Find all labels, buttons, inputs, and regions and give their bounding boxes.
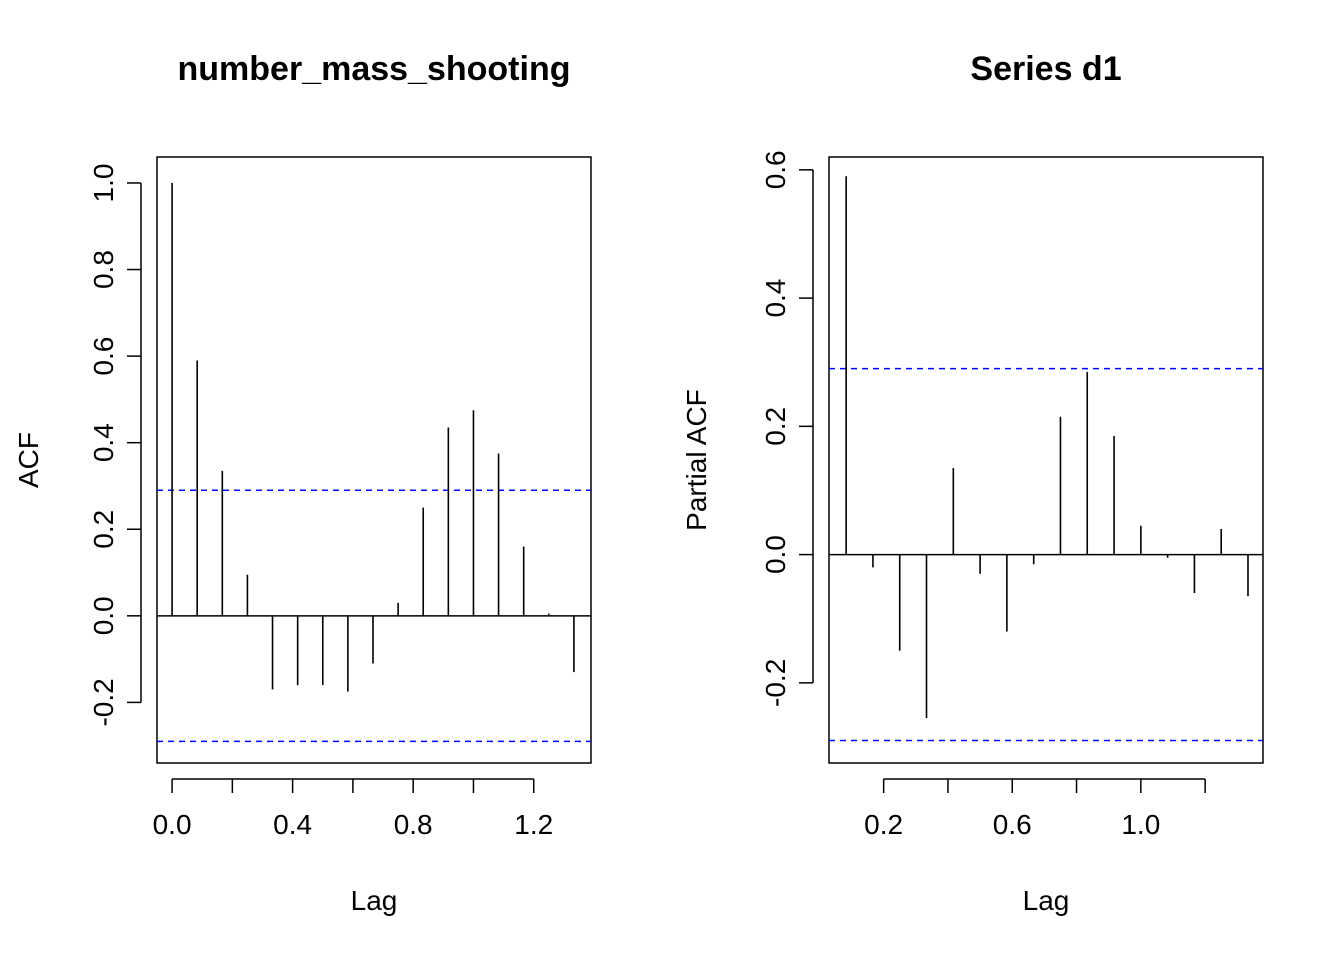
pacf-y-tick-label: 0.4 — [760, 279, 791, 318]
acf-panel: number_mass_shooting Lag ACF 0.0 0.4 0.8 1.… — [13, 50, 592, 916]
pacf-title: Series d1 — [970, 50, 1121, 88]
pacf-y-axis-label: Partial ACF — [681, 389, 712, 531]
acf-plot-frame — [156, 156, 592, 764]
acf-title: number_mass_shooting — [178, 50, 571, 88]
acf-x-tick-label: 0.0 — [153, 809, 192, 840]
acf-y-tick-label: 0.6 — [88, 337, 119, 376]
pacf-x-tick-label: 1.0 — [1121, 809, 1160, 840]
acf-y-axis-label: ACF — [13, 432, 44, 488]
acf-marks: 0.0 0.4 0.8 1.2 -0.2 0.0 0.2 0.4 0.6 0.8 1.0 — [88, 164, 591, 840]
pacf-y-tick-label: -0.2 — [760, 659, 791, 707]
acf-x-tick-label: 0.4 — [273, 809, 312, 840]
pacf-y-tick-label: 0.2 — [760, 407, 791, 446]
pacf-y-tick-label: 0.0 — [760, 535, 791, 574]
pacf-y-tick-label: 0.6 — [760, 150, 791, 189]
acf-y-tick-label: 0.4 — [88, 423, 119, 462]
acf-x-tick-label: 1.2 — [514, 809, 553, 840]
pacf-plot-frame — [828, 156, 1264, 764]
acf-y-tick-label: -0.2 — [88, 678, 119, 726]
acf-x-axis-label: Lag — [351, 885, 398, 916]
acf-x-tick-label: 0.8 — [394, 809, 433, 840]
acf-y-tick-label: 0.8 — [88, 250, 119, 289]
acf-y-tick-label: 1.0 — [88, 164, 119, 203]
acf-y-tick-label: 0.0 — [88, 596, 119, 635]
pacf-panel: Series d1 Lag Partial ACF 0.2 0.6 1.0-0.20… — [681, 50, 1264, 916]
pacf-x-tick-label: 0.2 — [864, 809, 903, 840]
acf-y-tick-label: 0.2 — [88, 510, 119, 549]
pacf-marks: 0.2 0.6 1.0 -0.2 0.0 0.2 0.4 0.6 — [760, 150, 1263, 840]
pacf-x-axis-label: Lag — [1023, 885, 1070, 916]
pacf-x-tick-label: 0.6 — [993, 809, 1032, 840]
